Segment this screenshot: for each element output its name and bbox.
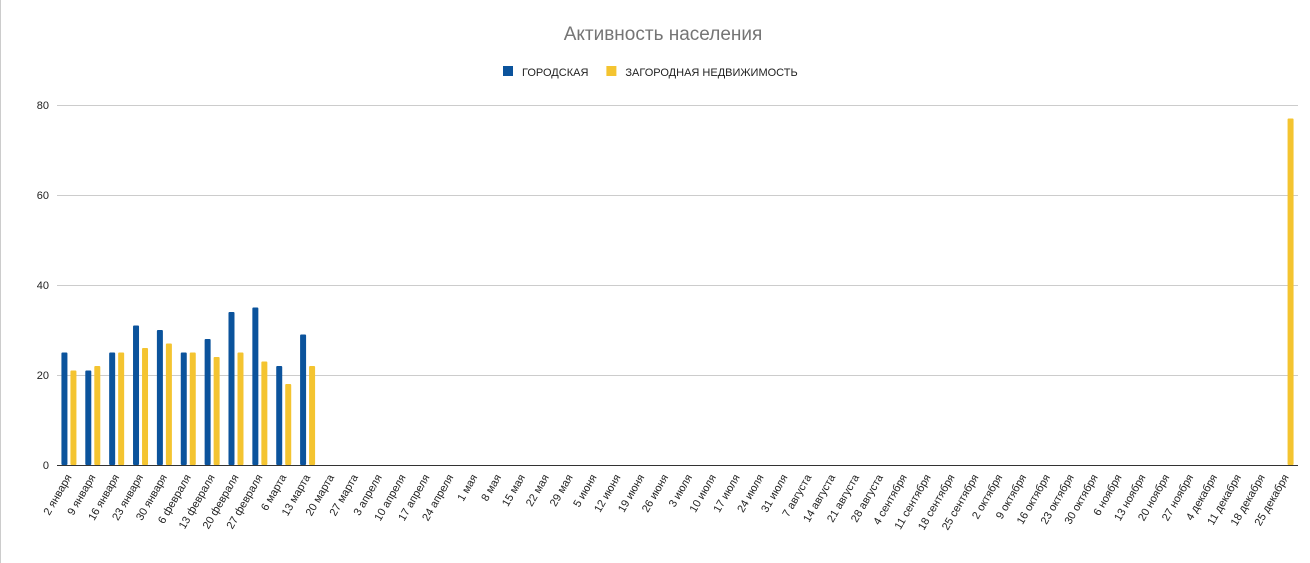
x-tick-label: 8 мая: [479, 472, 504, 503]
legend-label: ГОРОДСКАЯ: [522, 67, 588, 79]
bar: [228, 312, 235, 465]
bar: [70, 370, 77, 465]
y-tick-label: 20: [37, 370, 49, 382]
bar: [285, 384, 292, 465]
bar: [165, 343, 172, 465]
y-tick-label: 40: [37, 280, 49, 292]
bar: [204, 339, 211, 465]
bar: [189, 352, 196, 465]
bar: [180, 352, 187, 465]
y-tick-label: 80: [37, 100, 49, 112]
bar: [261, 361, 268, 465]
bar: [213, 357, 220, 465]
bar: [276, 366, 283, 465]
y-tick-label: 0: [43, 460, 49, 472]
bar: [156, 330, 163, 465]
bar: [85, 370, 92, 465]
bar: [142, 348, 149, 465]
bar: [1287, 118, 1294, 465]
x-tick-label: 1 мая: [455, 472, 480, 503]
bar: [94, 366, 101, 465]
bar: [252, 307, 259, 465]
bar: [61, 352, 68, 465]
bar: [237, 352, 244, 465]
bar: [118, 352, 125, 465]
bar: [109, 352, 116, 465]
bar: [309, 366, 316, 465]
legend-swatch: [503, 66, 513, 76]
y-tick-label: 60: [37, 190, 49, 202]
legend-label: ЗАГОРОДНАЯ НЕДВИЖИМОСТЬ: [625, 67, 797, 79]
legend-swatch: [606, 66, 617, 76]
bar: [300, 334, 307, 465]
bar: [133, 325, 140, 465]
chart-title: Активность населения: [564, 24, 763, 45]
